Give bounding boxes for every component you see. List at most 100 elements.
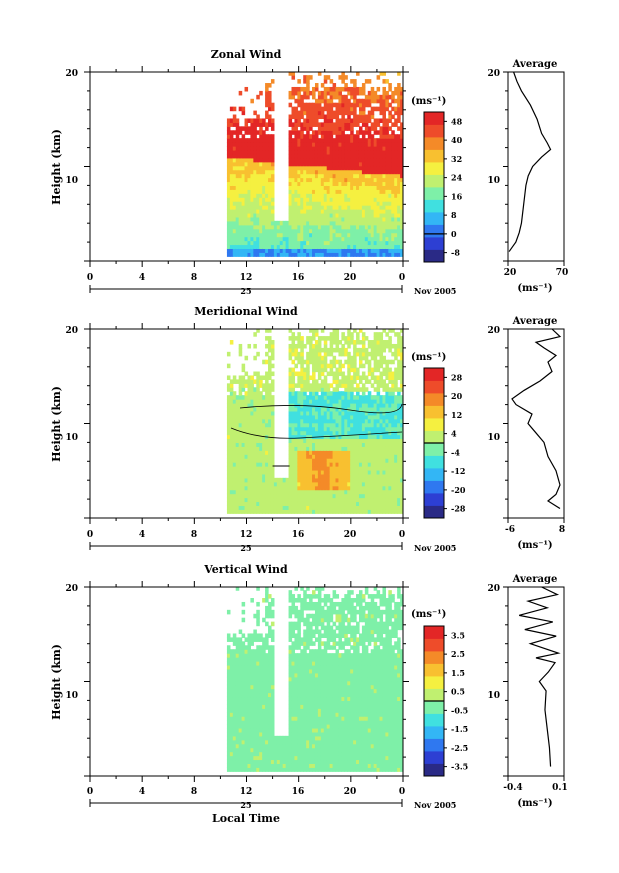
meridional-wind-cell xyxy=(291,505,296,510)
meridional-wind-cell xyxy=(391,359,395,365)
zonal-wind-cell xyxy=(353,232,357,238)
meridional-wind-cell xyxy=(332,410,337,416)
meridional-wind-cell xyxy=(353,351,357,357)
meridional-wind-cell xyxy=(364,446,369,451)
zonal-wind-cell xyxy=(326,126,331,131)
meridional-wind-cell xyxy=(265,462,269,467)
zonal-wind-cell xyxy=(323,86,328,92)
zonal-wind-cell xyxy=(235,185,240,190)
meridional-wind-cell xyxy=(265,458,269,463)
zonal-wind-cell xyxy=(379,177,384,183)
zonal-wind-cell xyxy=(347,244,351,249)
meridional-wind-cell xyxy=(297,454,301,459)
meridional-wind-cell xyxy=(247,493,252,499)
meridional-wind-cell xyxy=(356,466,360,471)
zonal-wind-cell xyxy=(291,94,296,100)
meridional-wind-cell xyxy=(323,379,328,384)
zonal-wind-cell xyxy=(306,138,310,143)
meridional-wind-cell xyxy=(229,485,234,491)
zonal-wind-cell xyxy=(347,197,351,202)
zonal-wind-cell xyxy=(250,173,254,179)
zonal-wind-cell xyxy=(259,165,263,171)
zonal-wind-cell xyxy=(288,142,293,147)
meridional-wind-cell xyxy=(314,414,319,420)
meridional-wind-cell xyxy=(306,450,310,455)
zonal-wind-cell xyxy=(259,228,263,234)
zonal-wind-cell xyxy=(382,201,386,206)
meridional-wind-cell xyxy=(294,477,298,483)
vertical-wind-cell xyxy=(241,617,246,623)
zonal-wind-cell xyxy=(323,236,328,242)
zonal-wind-cell xyxy=(376,197,381,202)
zonal-wind-cell xyxy=(238,228,243,234)
zonal-wind-cell xyxy=(358,118,363,123)
zonal-wind-cell xyxy=(259,193,263,198)
zonal-wind-cell xyxy=(376,224,381,230)
meridional-wind-cell xyxy=(250,501,254,506)
meridional-wind-cell xyxy=(241,387,246,392)
meridional-wind-cell xyxy=(344,477,348,483)
meridional-wind-cell xyxy=(344,481,348,487)
zonal-wind-cell xyxy=(238,201,243,206)
zonal-wind-cell xyxy=(294,220,298,226)
meridional-wind-cell xyxy=(288,387,293,392)
zonal-wind-colorbar-swatch xyxy=(424,124,444,138)
zonal-wind-cell xyxy=(329,134,334,139)
zonal-wind-cell xyxy=(361,106,366,112)
meridional-wind-cell xyxy=(335,509,340,514)
zonal-wind-cell xyxy=(361,236,366,242)
meridional-wind-profile-frame xyxy=(507,328,565,519)
meridional-wind-cell xyxy=(291,410,296,416)
meridional-wind-cell xyxy=(397,442,401,447)
meridional-wind-cell xyxy=(291,336,296,341)
zonal-wind-cell xyxy=(356,130,360,135)
meridional-wind-cell xyxy=(367,469,372,475)
meridional-wind-cell xyxy=(335,359,340,365)
zonal-wind-cell xyxy=(300,193,304,198)
zonal-wind-cell xyxy=(332,110,337,116)
zonal-wind-cell xyxy=(320,244,325,249)
zonal-wind-cell xyxy=(332,102,337,108)
meridional-wind-cell xyxy=(320,418,325,424)
zonal-wind-cell xyxy=(367,165,372,171)
meridional-wind-cell xyxy=(235,434,240,440)
meridional-wind-cell xyxy=(306,363,310,369)
zonal-wind-colorbar-unit: (ms⁻¹) xyxy=(411,96,446,107)
meridional-wind-cell xyxy=(382,367,386,373)
meridional-wind-cell xyxy=(226,434,231,440)
meridional-wind-cell xyxy=(335,375,340,380)
meridional-wind-cell xyxy=(247,505,252,510)
meridional-wind-cell xyxy=(397,485,401,491)
zonal-wind-cell xyxy=(320,185,325,190)
meridional-wind-cell xyxy=(268,485,272,491)
meridional-wind-cell xyxy=(262,442,266,447)
zonal-wind-cell xyxy=(309,220,313,226)
meridional-wind-cell xyxy=(259,481,263,487)
meridional-wind-cell xyxy=(326,399,331,404)
zonal-wind-cell xyxy=(241,126,246,131)
meridional-wind-cell xyxy=(312,367,316,373)
zonal-wind-cell xyxy=(253,153,257,159)
meridional-wind-cell xyxy=(294,336,298,341)
zonal-wind-cell xyxy=(367,146,372,151)
meridional-wind-cell xyxy=(391,489,395,495)
zonal-wind-cell xyxy=(317,142,322,147)
zonal-wind-cell xyxy=(364,114,369,120)
zonal-wind-cell xyxy=(241,201,246,206)
meridional-wind-cell xyxy=(250,426,254,432)
meridional-wind-cell xyxy=(370,477,375,483)
meridional-wind-cell xyxy=(226,466,231,471)
zonal-wind-cell xyxy=(320,98,325,104)
zonal-wind-cell xyxy=(314,130,319,135)
zonal-wind-cell xyxy=(370,86,375,92)
meridional-wind-cell xyxy=(241,403,246,408)
zonal-wind-cell xyxy=(338,236,342,242)
meridional-wind-cell xyxy=(367,485,372,491)
meridional-wind-cell xyxy=(382,466,386,471)
meridional-wind-cell xyxy=(262,383,266,388)
meridional-wind-cell xyxy=(370,414,375,420)
meridional-wind-cell xyxy=(309,458,313,463)
zonal-wind-cell xyxy=(394,193,398,198)
zonal-wind-cell xyxy=(270,126,275,131)
meridional-wind-cell xyxy=(232,458,237,463)
